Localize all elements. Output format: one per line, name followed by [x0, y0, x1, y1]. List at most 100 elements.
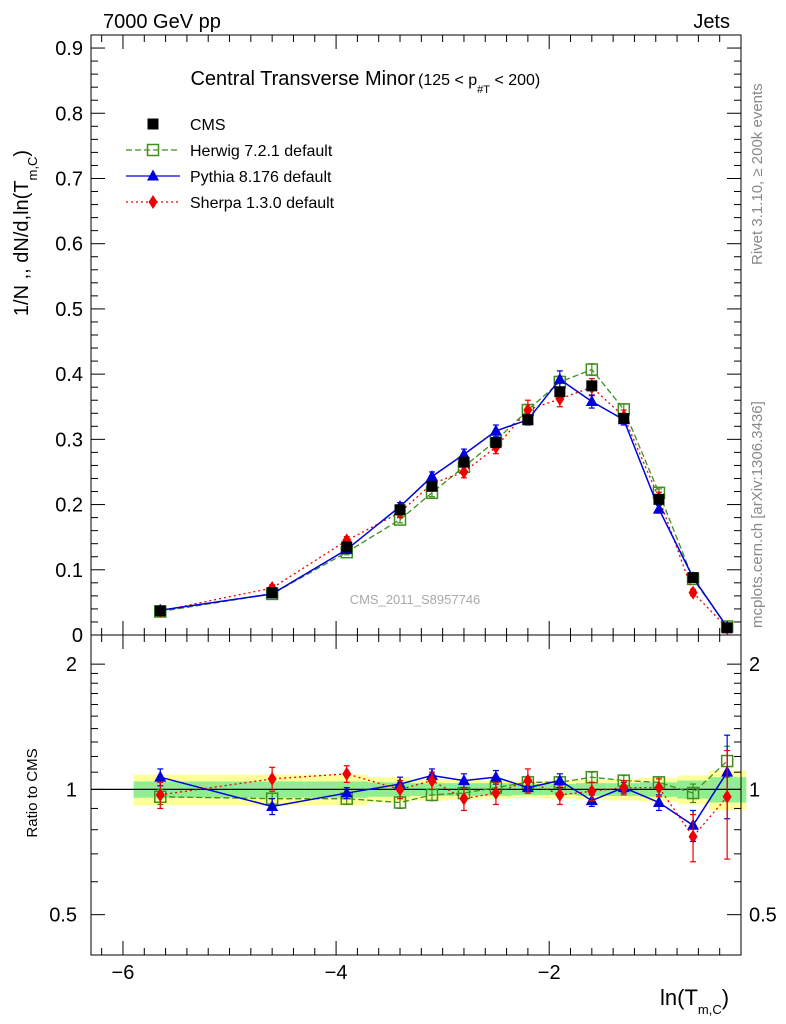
main-series: [154, 363, 734, 635]
y-label-sub: m,C: [25, 157, 40, 181]
data-point-0: [687, 572, 699, 584]
ratio-bands: [91, 770, 747, 811]
legend-label: Herwig 7.2.1 default: [190, 143, 333, 160]
data-point-2: [553, 372, 566, 384]
plot-subtitle: (125 < p#T < 200): [418, 72, 540, 96]
data-point-2: [489, 424, 502, 436]
data-point-0: [522, 414, 534, 426]
y-tick-label: 0.1: [55, 560, 83, 582]
y-label-close: ): [11, 150, 33, 157]
x-label-sub: m,C: [698, 1002, 722, 1017]
data-point-0: [554, 386, 566, 398]
ratio-point-2: [722, 789, 732, 804]
data-point-0: [618, 412, 630, 424]
data-point-2: [585, 395, 598, 407]
x-axis-label: ln(Tm,C): [660, 985, 729, 1017]
y-axis-label: 1/N ,, dN/d,ln(Tm,C): [11, 150, 40, 316]
data-point-1: [585, 363, 599, 376]
ratio-y-tick-label-right: 1: [749, 779, 760, 801]
y-tick-label: 0.5: [55, 299, 83, 321]
y-tick-label: 0: [72, 625, 83, 647]
y-tick-label: 0.7: [55, 168, 83, 190]
series-line-2: [160, 378, 728, 628]
y-tick-label: 0.4: [55, 364, 83, 386]
header-left: 7000 GeV pp: [103, 11, 221, 33]
main-frame: [90, 34, 742, 636]
data-point-0: [653, 493, 665, 505]
x-tick-label: −4: [325, 962, 348, 984]
x-label-main: ln(T: [660, 985, 698, 1010]
watermark: CMS_2011_S8957746: [350, 592, 481, 607]
y-tick-label: 0.3: [55, 429, 83, 451]
legend-label: Sherpa 1.3.0 default: [190, 195, 335, 212]
data-point-0: [721, 622, 733, 634]
ratio-point-2: [619, 780, 629, 795]
legend-label: Pythia 8.176 default: [190, 169, 332, 186]
ratio-y-tick-label-right: 0.5: [749, 905, 777, 927]
ratio-point-2: [459, 791, 469, 806]
ratio-point-1: [489, 770, 502, 782]
ratio-point-1: [553, 774, 566, 786]
ratio-point-1: [266, 799, 279, 811]
ratio-point-2: [395, 782, 405, 797]
ratio-point-2: [155, 787, 165, 802]
ratio-point-2: [555, 787, 565, 802]
x-tick-label: −2: [538, 962, 561, 984]
legend-marker: [147, 118, 159, 130]
mcplots-ref: mcplots.cern.ch [arXiv:1306.3436]: [749, 401, 766, 628]
subtitle-suffix: < 200): [490, 72, 540, 89]
y-label-main: 1/N ,, dN/d,ln(T: [11, 180, 33, 316]
data-point-3: [459, 464, 469, 479]
ratio-y-label: Ratio to CMS: [24, 748, 41, 837]
ratio-y-tick-label: 0.5: [49, 905, 77, 927]
data-point-3: [523, 403, 533, 417]
data-point-0: [586, 380, 598, 392]
subtitle-prefix: (125 < p: [418, 72, 477, 89]
series-line-1: [160, 368, 728, 627]
ratio-y-tick-label: 2: [66, 654, 77, 676]
legend-marker: [147, 169, 159, 181]
data-point-0: [154, 605, 166, 617]
ratio-point-1: [652, 796, 665, 808]
ratio-point-2: [523, 773, 533, 788]
data-point-2: [425, 470, 438, 482]
ratio-point-2: [491, 786, 501, 801]
ratio-point-2: [587, 784, 597, 799]
data-point-0: [426, 480, 438, 492]
y-tick-label: 0.9: [55, 38, 83, 60]
ratio-point-2: [267, 771, 277, 786]
main-panel: 0 0.1 0.2 0.3 0.4 0.5 0.6 0.7 0.8 0.9 Central Tra…: [55, 34, 742, 647]
ratio-axes: 0.5 0.5 1 1 2 2 −6 −4 −2: [49, 635, 777, 984]
ratio-point-2: [654, 780, 664, 795]
header-right: Jets: [693, 11, 730, 33]
subtitle-sub: #T: [477, 84, 490, 96]
ratio-point-1: [154, 770, 167, 782]
ratio-point-1: [457, 774, 470, 786]
data-point-2: [652, 502, 665, 514]
x-tick-label: −6: [112, 962, 135, 984]
ratio-point-2: [427, 773, 437, 788]
ratio-line-1: [160, 771, 728, 827]
x-label-close: ): [722, 985, 729, 1010]
main-axes: 0 0.1 0.2 0.3 0.4 0.5 0.6 0.7 0.8 0.9: [55, 35, 741, 647]
ratio-point-2: [342, 766, 352, 781]
data-point-0: [341, 541, 353, 553]
legend-marker: [148, 195, 158, 209]
ratio-point-1: [340, 786, 353, 798]
plot-title: Central Transverse Minor: [190, 68, 415, 90]
data-point-0: [266, 587, 278, 599]
y-tick-label: 0.6: [55, 234, 83, 256]
ratio-point-0: [686, 786, 700, 800]
data-point-3: [688, 585, 698, 600]
ratio-point-2: [688, 829, 698, 844]
y-tick-label: 0.8: [55, 103, 83, 125]
data-point-2: [457, 447, 470, 459]
legend: CMS Herwig 7.2.1 default Pythia 8.176 defa…: [126, 117, 335, 212]
legend-label: CMS: [190, 117, 226, 134]
ratio-y-tick-label-right: 2: [749, 654, 760, 676]
ratio-series: [154, 734, 734, 863]
data-point-0: [458, 456, 470, 468]
legend-marker: [146, 143, 160, 157]
ratio-y-tick-label: 1: [66, 779, 77, 801]
